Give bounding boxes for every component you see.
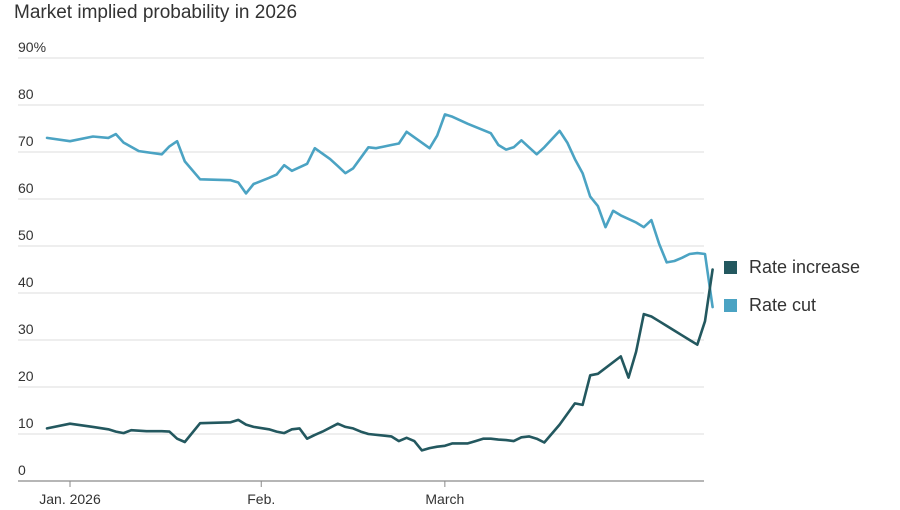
x-tick-label: Feb.	[247, 491, 275, 507]
legend-swatch-rate-increase	[724, 260, 737, 274]
legend-item-rate-cut[interactable]: Rate cut	[724, 286, 860, 324]
y-tick-label: 90%	[18, 39, 46, 55]
series-line-rate-cut	[45, 113, 714, 309]
legend: Rate increase Rate cut	[724, 248, 860, 324]
chart-title: Market implied probability in 2026	[14, 2, 298, 23]
y-tick-label: 20	[18, 368, 34, 384]
y-tick-label: 10	[18, 415, 34, 431]
y-tick-label: 40	[18, 274, 34, 290]
series-layer	[45, 113, 714, 452]
legend-item-rate-increase[interactable]: Rate increase	[724, 248, 860, 286]
y-tick-label: 50	[18, 227, 34, 243]
grid-layer	[18, 57, 704, 435]
y-tick-label: 60	[18, 180, 34, 196]
y-tick-label: 80	[18, 86, 34, 102]
axis-layer: 0 10 20 30 40 50 60 70 80 90% Jan. 2026 Feb. March	[18, 39, 704, 507]
legend-label-rate-increase: Rate increase	[749, 256, 861, 277]
legend-label-rate-cut: Rate cut	[749, 294, 817, 315]
legend-swatch-rate-cut	[724, 298, 737, 312]
y-tick-label: 70	[18, 133, 34, 149]
x-tick-label: March	[425, 491, 464, 507]
x-tick-label: Jan. 2026	[39, 491, 101, 507]
y-tick-label: 30	[18, 321, 34, 337]
y-tick-label: 0	[18, 462, 26, 478]
series-line-rate-increase	[45, 268, 714, 452]
